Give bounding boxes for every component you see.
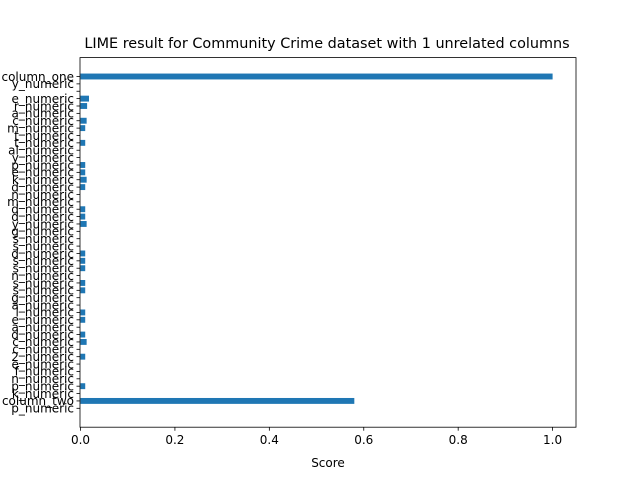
y-tick-label: s_numeric xyxy=(13,276,74,290)
bar xyxy=(80,184,86,191)
y-tick-label: n_numeric xyxy=(11,269,74,283)
y-tick-label: al_numeric xyxy=(8,144,74,158)
bar xyxy=(80,309,86,316)
y-tick-label: s_numeric xyxy=(13,254,74,268)
x-tick-label: 0.0 xyxy=(71,433,90,447)
bar xyxy=(80,257,86,264)
bar xyxy=(80,338,87,345)
y-tick-label: m_numeric xyxy=(7,195,74,209)
y-tick-label: column_one xyxy=(1,70,74,84)
chart-title: LIME result for Community Crime dataset … xyxy=(84,36,569,52)
y-tick-label: t_numeric xyxy=(14,129,74,143)
y-tick-label: f_numeric xyxy=(15,365,74,379)
y-tick-label: d_numeric xyxy=(11,328,74,342)
y-tick-label: a_numeric xyxy=(11,107,74,121)
y-tick-label: s_numeric xyxy=(13,262,74,276)
y-tick-label: r_numeric xyxy=(14,99,74,113)
plot-frame xyxy=(79,57,577,428)
y-tick-label: n_numeric xyxy=(11,372,74,386)
x-tick-label: 0.2 xyxy=(165,433,184,447)
bar xyxy=(80,139,86,146)
bar xyxy=(80,221,87,227)
bar xyxy=(80,250,86,257)
y-tick-label: d_numeric xyxy=(11,180,74,194)
y-tick-label: n_numeric xyxy=(11,188,74,202)
y-tick-label: g_numeric xyxy=(11,291,74,305)
y-tick-label: d_numeric xyxy=(11,203,74,217)
y-tick-label: p_numeric xyxy=(11,402,74,416)
y-tick-label: c_numeric xyxy=(12,114,74,128)
bar xyxy=(80,383,86,390)
y-tick-label: k_numeric xyxy=(12,387,74,401)
x-tick-label: 1.0 xyxy=(543,433,562,447)
y-tick-label: 2_numeric xyxy=(11,350,74,364)
y-tick-label: k_numeric xyxy=(12,173,74,187)
y-tick-label: s_numeric xyxy=(13,284,74,298)
y-tick-label: e_numeric xyxy=(11,357,74,371)
y-tick-label: m_numeric xyxy=(7,121,74,135)
bar xyxy=(80,265,86,272)
x-axis-ticks: 0.0 0.2 0.4 0.6 0.8 1.0 xyxy=(71,427,562,447)
bar xyxy=(80,73,553,80)
y-tick-label: p_numeric xyxy=(11,379,74,393)
y-tick-labels: column_oney_numerice_numericr_numerica_n… xyxy=(1,70,74,416)
bar xyxy=(80,117,87,124)
x-axis-label: Score xyxy=(311,456,345,470)
x-tick-label: 0.4 xyxy=(260,433,279,447)
y-tick-label: a_numeric xyxy=(11,320,74,334)
bar xyxy=(80,169,86,176)
bar xyxy=(80,397,355,404)
bar xyxy=(80,125,86,132)
bar xyxy=(80,103,88,109)
bar xyxy=(80,331,86,338)
y-tick-label: d_numeric xyxy=(11,210,74,224)
bar xyxy=(80,280,86,286)
y-tick-label: s_numeric xyxy=(13,239,74,253)
y-tick-label: y_numeric xyxy=(12,77,74,91)
y-tick-label: p_numeric xyxy=(11,158,74,172)
y-tick-label: c_numeric xyxy=(12,343,74,357)
y-tick-label: e_numeric xyxy=(11,92,74,106)
y-tick-label: g_numeric xyxy=(11,225,74,239)
y-tick-label: y_numeric xyxy=(12,217,74,231)
bar xyxy=(80,162,86,168)
bar xyxy=(80,353,86,360)
y-tick-label: column_two xyxy=(2,394,74,408)
y-tick-marks xyxy=(76,76,80,409)
bar xyxy=(80,176,87,183)
y-tick-label: s_numeric xyxy=(13,232,74,246)
bar xyxy=(80,95,89,102)
bar xyxy=(80,206,86,213)
bar xyxy=(80,213,86,220)
y-tick-label: t_numeric xyxy=(14,136,74,150)
y-tick-label: e_numeric xyxy=(11,166,74,180)
y-tick-label: a_numeric xyxy=(11,298,74,312)
y-tick-label: l_numeric xyxy=(16,306,74,320)
y-tick-label: c_numeric xyxy=(12,335,74,349)
bar xyxy=(80,316,86,323)
x-tick-label: 0.8 xyxy=(449,433,468,447)
y-tick-label: d_numeric xyxy=(11,247,74,261)
x-tick-label: 0.6 xyxy=(354,433,373,447)
y-tick-label: y_numeric xyxy=(12,151,74,165)
bars-group xyxy=(80,73,553,404)
y-tick-label: e_numeric xyxy=(11,313,74,327)
bar xyxy=(80,287,86,294)
